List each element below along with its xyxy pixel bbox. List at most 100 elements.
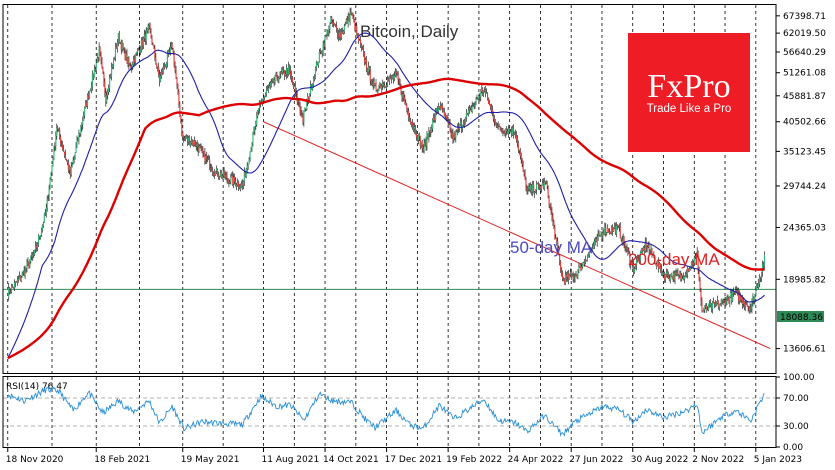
candle-body bbox=[35, 246, 37, 250]
candle-body bbox=[128, 58, 130, 65]
candle-body bbox=[21, 272, 23, 278]
candle-body bbox=[310, 84, 312, 95]
candle-body bbox=[554, 227, 556, 239]
candle-body bbox=[488, 104, 491, 105]
last-price-value: 18088.36 bbox=[780, 313, 823, 323]
candle-body bbox=[694, 255, 696, 258]
candle-body bbox=[242, 181, 244, 186]
candle-body bbox=[113, 57, 116, 59]
candle-body bbox=[169, 47, 171, 53]
candle-body bbox=[423, 142, 425, 151]
candle-body bbox=[264, 93, 266, 96]
candle-body bbox=[446, 118, 448, 121]
candle-body bbox=[634, 268, 636, 273]
candle-body bbox=[335, 25, 337, 27]
candle-body bbox=[685, 275, 687, 277]
candle-body bbox=[235, 181, 237, 186]
candle-body bbox=[452, 133, 454, 140]
candle-body bbox=[136, 52, 138, 54]
candle-body bbox=[290, 75, 292, 78]
candle-body bbox=[473, 105, 475, 106]
candle-body bbox=[358, 33, 360, 41]
candle-body bbox=[688, 268, 691, 272]
candle-body bbox=[586, 260, 588, 262]
candle-body bbox=[309, 94, 311, 100]
candle-body bbox=[665, 272, 667, 275]
candle-body bbox=[602, 232, 604, 237]
candle-body bbox=[520, 156, 522, 160]
candle-body bbox=[710, 303, 712, 306]
candle-body bbox=[70, 166, 72, 175]
candle-body bbox=[90, 86, 92, 90]
candle-body bbox=[259, 105, 261, 109]
candle-body bbox=[99, 46, 101, 54]
candle-body bbox=[682, 275, 684, 276]
candle-body bbox=[537, 183, 540, 185]
candle-body bbox=[471, 106, 473, 112]
fxpro-logo: FxPro Trade Like a Pro bbox=[628, 33, 750, 152]
candle-body bbox=[431, 128, 433, 133]
candle-body bbox=[512, 128, 515, 134]
candle-body bbox=[53, 145, 55, 161]
candle-body bbox=[262, 97, 265, 100]
y-tick-label: 67398.71 bbox=[783, 12, 826, 22]
candle-body bbox=[246, 165, 248, 169]
candle-body bbox=[339, 32, 341, 38]
candle-body bbox=[643, 247, 645, 251]
rsi-panel-frame bbox=[2, 376, 777, 448]
candle-body bbox=[274, 75, 276, 81]
candle-body bbox=[605, 227, 607, 234]
candle-body bbox=[331, 17, 333, 23]
candle-body bbox=[135, 53, 137, 63]
candle-body bbox=[297, 100, 299, 102]
candle-body bbox=[73, 156, 75, 161]
candle-body bbox=[256, 116, 258, 125]
candle-body bbox=[321, 51, 323, 54]
candle-body bbox=[709, 303, 711, 306]
candle-body bbox=[415, 134, 417, 138]
candle-body bbox=[715, 303, 717, 305]
candle-body bbox=[459, 124, 461, 129]
candle-body bbox=[624, 243, 626, 249]
candle-body bbox=[373, 81, 375, 86]
candle-body bbox=[604, 227, 606, 235]
candle-body bbox=[524, 173, 526, 180]
candle-body bbox=[512, 128, 514, 135]
candle-body bbox=[324, 36, 326, 47]
candle-body bbox=[282, 69, 284, 73]
candle-body bbox=[502, 129, 504, 133]
candle-body bbox=[576, 274, 578, 278]
candle-body bbox=[388, 76, 391, 81]
y-tick-label: 13606.61 bbox=[783, 345, 826, 355]
candle-body bbox=[440, 105, 442, 110]
candle-body bbox=[196, 143, 198, 147]
y-tick-label: 24365.03 bbox=[783, 223, 826, 233]
candle-body bbox=[187, 137, 189, 142]
candle-body bbox=[94, 69, 96, 70]
candle-body bbox=[185, 138, 187, 139]
candle-body bbox=[483, 90, 485, 93]
candle-body bbox=[419, 136, 421, 147]
candle-body bbox=[433, 117, 435, 121]
candle-body bbox=[636, 259, 639, 261]
candle-body bbox=[262, 99, 264, 103]
x-tick-label: 30 Aug 2022 bbox=[631, 455, 689, 465]
candle-body bbox=[496, 125, 498, 127]
candle-body bbox=[92, 73, 94, 78]
candle-body bbox=[487, 92, 489, 99]
candle-body bbox=[17, 279, 19, 280]
candle-body bbox=[327, 30, 329, 34]
candle-body bbox=[304, 108, 306, 112]
candle-body bbox=[611, 227, 614, 232]
candle-body bbox=[465, 113, 467, 118]
candle-body bbox=[33, 254, 35, 256]
candle-body bbox=[486, 92, 488, 94]
candle-body bbox=[172, 48, 174, 53]
candle-body bbox=[574, 276, 576, 279]
candle-body bbox=[401, 93, 403, 98]
candle-body bbox=[630, 263, 632, 265]
candle-body bbox=[586, 256, 589, 262]
candle-body bbox=[234, 177, 236, 182]
candle-body bbox=[152, 44, 154, 46]
candle-body bbox=[618, 226, 620, 228]
